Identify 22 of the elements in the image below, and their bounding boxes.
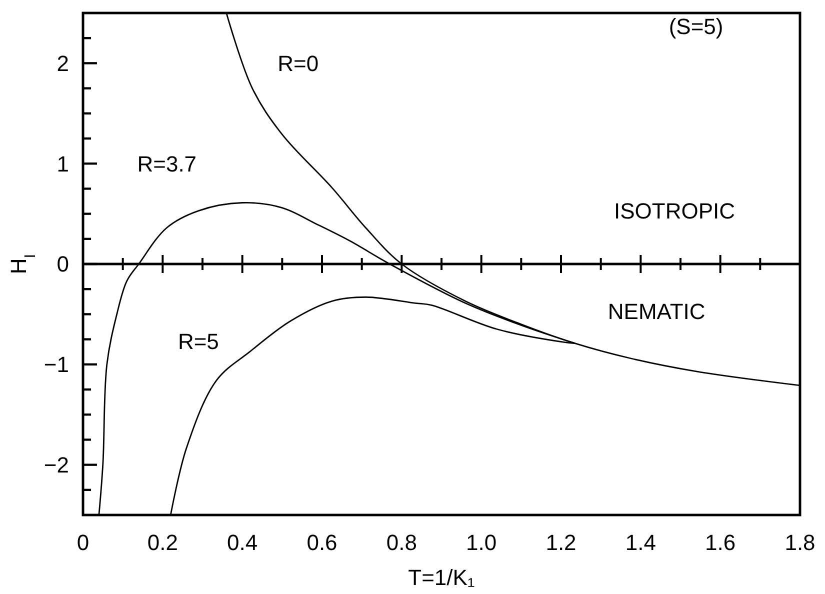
series-label: R=3.7 [137, 151, 197, 176]
x-tick-label: 0.2 [147, 530, 178, 555]
y-tick-label: −1 [44, 352, 69, 378]
y-tick-label: 1 [56, 151, 69, 176]
annotation: (S=5) [668, 14, 724, 39]
series-label: R=5 [178, 329, 219, 354]
x-tick-label: 0.4 [227, 530, 258, 555]
x-tick-label: 1.2 [546, 530, 576, 555]
x-tick-label: 0.6 [306, 530, 338, 555]
x-tick-label: 1.0 [466, 530, 497, 555]
x-tick-label: 1.6 [705, 530, 736, 555]
x-tick-label: 0 [76, 530, 90, 555]
y-tick-label: 2 [56, 50, 69, 76]
y-tick-label: 0 [56, 252, 69, 277]
y-tick-label: −2 [44, 452, 69, 478]
x-tick-label: 1.8 [784, 530, 816, 555]
x-axis-title: T=1/K₁ [408, 565, 475, 590]
annotation: NEMATIC [608, 298, 706, 324]
x-tick-label: 1.4 [625, 530, 656, 555]
x-tick-label: 0.8 [386, 530, 417, 555]
annotation: ISOTROPIC [614, 198, 736, 224]
series-label: R=0 [278, 50, 319, 76]
